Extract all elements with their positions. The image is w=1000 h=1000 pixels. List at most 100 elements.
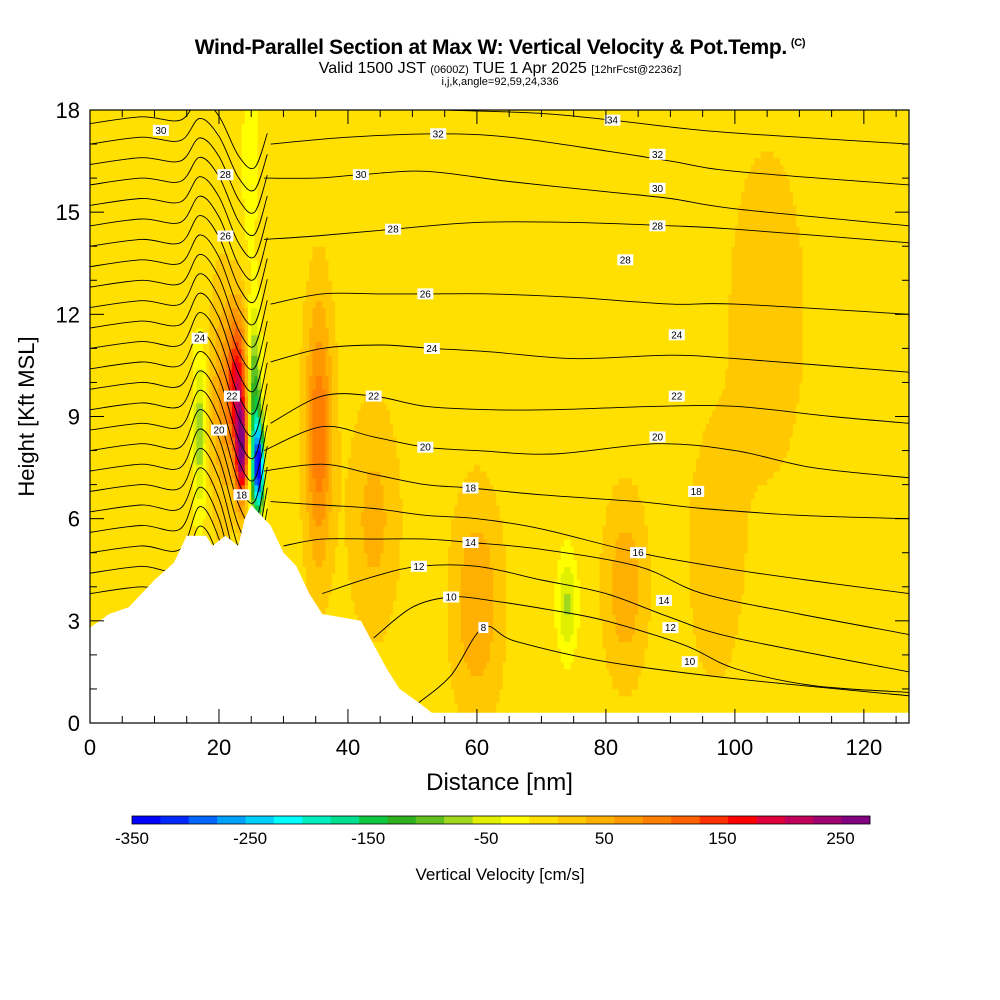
velocity-cell [148, 348, 152, 356]
velocity-cell [157, 110, 162, 118]
velocity-cell [154, 382, 159, 390]
velocity-cell [167, 409, 172, 418]
velocity-cell [135, 280, 139, 288]
velocity-cell [141, 355, 146, 363]
velocity-cell [90, 532, 94, 540]
velocity-cell [96, 491, 101, 499]
velocity-cell [125, 110, 130, 118]
velocity-cell [135, 116, 139, 125]
velocity-cell [119, 253, 123, 261]
velocity-cell [99, 505, 104, 513]
velocity-cell [160, 430, 165, 438]
velocity-cell [99, 491, 104, 499]
velocity-cell [112, 539, 117, 547]
velocity-cell [164, 464, 168, 472]
velocity-cell [112, 130, 117, 138]
velocity-cell [99, 246, 104, 254]
velocity-cell [102, 218, 107, 227]
velocity-cell [151, 293, 156, 302]
velocity-cell [125, 579, 130, 588]
velocity-cell [96, 362, 101, 370]
velocity-cell [160, 436, 165, 445]
velocity-cell [144, 477, 149, 486]
velocity-cell [96, 280, 101, 288]
velocity-cell [122, 368, 127, 377]
velocity-cell [128, 164, 133, 172]
velocity-cell [141, 239, 146, 247]
velocity-cell [164, 334, 168, 343]
velocity-cell [160, 321, 165, 329]
velocity-cell [160, 450, 165, 458]
velocity-cell [115, 430, 120, 438]
velocity-cell [144, 191, 149, 200]
velocity-cell [90, 116, 94, 125]
velocity-cell [115, 321, 120, 329]
velocity-cell [122, 532, 127, 540]
velocity-cell [96, 137, 101, 145]
velocity-cell [93, 470, 98, 479]
velocity-cell [148, 239, 152, 247]
chart-title: Wind-Parallel Section at Max W: Vertical… [0, 36, 1000, 60]
velocity-cell [141, 532, 146, 540]
velocity-cell [96, 259, 101, 268]
velocity-cell [128, 110, 133, 118]
velocity-cell [125, 205, 130, 213]
velocity-cell [93, 280, 98, 288]
velocity-cell [102, 130, 107, 138]
velocity-cell [125, 382, 130, 390]
velocity-cell [135, 579, 139, 588]
velocity-cell [106, 532, 110, 540]
velocity-cell [106, 498, 110, 506]
velocity-cell [93, 137, 98, 145]
velocity-cell [148, 273, 152, 281]
velocity-cell [157, 178, 162, 186]
velocity-cell [90, 110, 94, 118]
velocity-cell [151, 368, 156, 377]
velocity-cell [125, 307, 130, 315]
velocity-cell [154, 178, 159, 186]
velocity-cell [115, 375, 120, 384]
velocity-cell [128, 436, 133, 445]
velocity-cell [135, 368, 139, 377]
velocity-cell [154, 307, 159, 315]
velocity-cell [115, 157, 120, 166]
velocity-cell [112, 505, 117, 513]
velocity-cell [144, 430, 149, 438]
velocity-cell [115, 525, 120, 533]
velocity-cell [119, 511, 123, 520]
velocity-cell [148, 464, 152, 472]
velocity-cell [131, 430, 136, 438]
velocity-cell [93, 532, 98, 540]
velocity-cell [138, 171, 143, 179]
velocity-cell [96, 218, 101, 227]
velocity-cell [160, 144, 165, 152]
velocity-cell [135, 300, 139, 309]
velocity-cell [144, 198, 149, 206]
velocity-cell [119, 457, 123, 465]
velocity-cell [157, 287, 162, 295]
velocity-cell [96, 484, 101, 493]
velocity-cell [138, 375, 143, 384]
velocity-cell [160, 280, 165, 288]
velocity-cell [135, 450, 139, 458]
velocity-cell [167, 545, 172, 554]
velocity-cell [115, 259, 120, 268]
velocity-cell [144, 205, 149, 213]
velocity-cell [148, 178, 152, 186]
velocity-cell [96, 334, 101, 343]
velocity-cell [122, 477, 127, 486]
velocity-cell [148, 287, 152, 295]
velocity-cell [157, 341, 162, 349]
velocity-cell [90, 218, 94, 227]
velocity-cell [115, 266, 120, 275]
velocity-cell [128, 559, 133, 567]
velocity-cell [151, 205, 156, 213]
velocity-cell [164, 273, 168, 281]
velocity-cell [122, 280, 127, 288]
velocity-cell [90, 593, 94, 601]
velocity-cell [141, 545, 146, 554]
velocity-cell [148, 552, 152, 561]
velocity-cell [115, 348, 120, 356]
velocity-cell [109, 477, 114, 486]
velocity-cell [125, 225, 130, 234]
